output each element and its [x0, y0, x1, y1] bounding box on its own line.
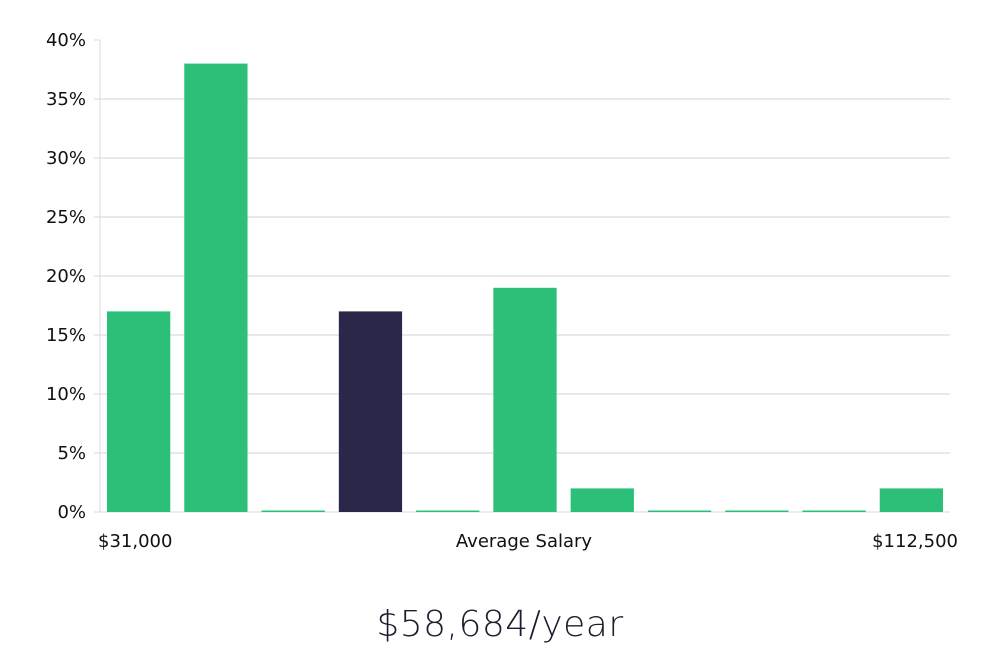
- bar-highlighted: [338, 311, 403, 512]
- y-tick-label: 15%: [46, 325, 86, 346]
- x-label-max: $112,500: [872, 531, 958, 552]
- y-tick-label: 40%: [46, 30, 86, 51]
- y-tick-label: 5%: [57, 443, 86, 464]
- bar: [493, 287, 557, 512]
- y-tick-label: 20%: [46, 266, 86, 287]
- y-tick-label: 35%: [46, 89, 86, 110]
- average-salary-value: $58,684/year: [376, 604, 624, 645]
- bar: [879, 488, 943, 512]
- bar: [725, 510, 789, 512]
- bar: [802, 510, 866, 512]
- bar: [647, 510, 712, 512]
- bar: [570, 488, 634, 512]
- bar: [416, 510, 480, 512]
- bars: [107, 63, 943, 512]
- x-label-min: $31,000: [98, 531, 172, 552]
- y-axis-ticks: 0% 5% 10% 15% 20% 25% 30% 35% 40%: [46, 30, 100, 523]
- y-tick-label: 10%: [46, 384, 86, 405]
- salary-distribution-chart: 0% 5% 10% 15% 20% 25% 30% 35% 40% $31,000 Averag…: [46, 30, 958, 552]
- y-tick-label: 30%: [46, 148, 86, 169]
- bar: [184, 63, 248, 512]
- y-tick-label: 25%: [46, 207, 86, 228]
- bar: [107, 311, 171, 512]
- y-tick-label: 0%: [57, 502, 86, 523]
- bar: [261, 510, 325, 512]
- x-label-center: Average Salary: [456, 531, 593, 552]
